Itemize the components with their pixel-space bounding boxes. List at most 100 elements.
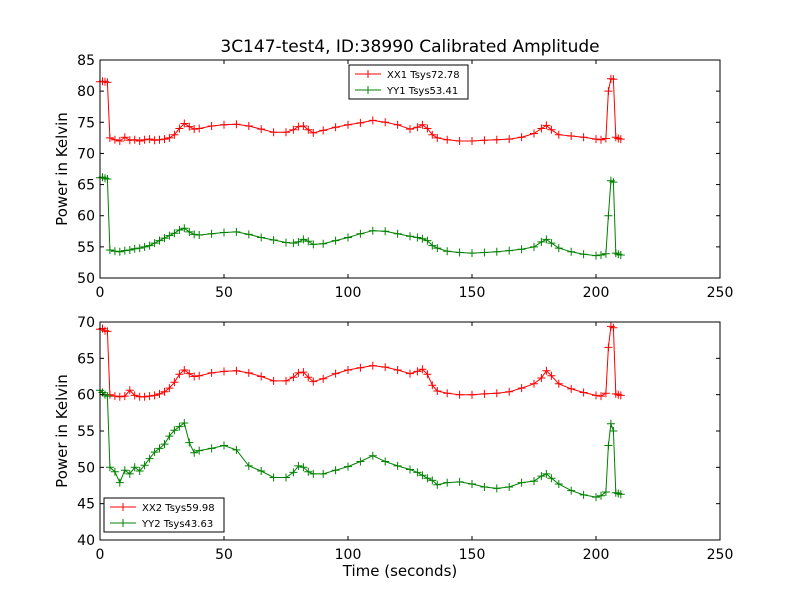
top-series-2-point <box>505 246 514 255</box>
bottom-series-1-point <box>542 366 551 375</box>
bottom-series-2-point <box>505 483 514 491</box>
top-series-2-point <box>597 251 605 259</box>
top-xtick-label: 0 <box>96 285 105 301</box>
top-series-1-point <box>115 137 124 145</box>
bottom-ytick-label: 70 <box>77 315 95 331</box>
bottom-series-2-point <box>579 490 588 499</box>
top-series-2-point <box>331 236 340 245</box>
bottom-series-2-point <box>381 457 390 466</box>
bottom-legend-label: XX2 Tsys59.98 <box>142 503 215 514</box>
top-series-2-point <box>103 175 112 183</box>
bottom-series-1-point <box>160 387 169 396</box>
bottom-series-1 <box>96 322 625 401</box>
top-series-1-point <box>140 135 149 144</box>
bottom-series-1-point <box>443 389 452 398</box>
top-series-1-point <box>331 123 340 132</box>
top-ytick-label: 75 <box>77 115 95 131</box>
bottom-series-1-point <box>537 374 546 382</box>
bottom-series-1-point <box>115 392 124 401</box>
top-series-2-point <box>105 246 114 254</box>
top-series-2-point <box>455 248 464 257</box>
top-series-2-point <box>289 239 298 248</box>
top-series-1-point <box>175 124 184 133</box>
bottom-series-1-point <box>423 370 432 379</box>
top-series-2-point <box>125 246 134 254</box>
top-series-2-point <box>115 247 124 256</box>
bottom-series-2-point <box>331 466 340 475</box>
bottom-series-1-point <box>294 368 303 377</box>
top-ylabel: Power in Kelvin <box>53 112 71 226</box>
top-series-1-point <box>468 137 476 145</box>
top-series-2-point <box>393 229 402 238</box>
bottom-series-2-point <box>160 440 169 449</box>
bottom-series-2-point <box>406 465 414 474</box>
bottom-series-1-point <box>567 384 576 393</box>
bottom-series-1-point <box>282 376 290 385</box>
bottom-series-1-point <box>170 378 179 387</box>
top-series-1-point <box>601 134 610 143</box>
bottom-ytick-label: 65 <box>77 351 95 367</box>
bottom-series-2 <box>96 386 625 502</box>
bottom-legend: XX2 Tsys59.98 YY2 Tsys43.63 <box>103 497 225 533</box>
bottom-xtick-label: 150 <box>459 547 486 563</box>
top-xtick-label: 200 <box>583 285 610 301</box>
top-series-2-point <box>443 247 452 256</box>
top-xtick-label: 250 <box>707 285 734 301</box>
bottom-series-1-point <box>517 384 526 393</box>
bottom-legend-marker <box>119 503 127 511</box>
bottom-series-1-point <box>505 387 514 396</box>
top-series-1-point <box>592 135 600 144</box>
top-series-1-point <box>547 125 556 134</box>
top-series-1-point <box>579 133 588 142</box>
top-series-2-point <box>609 178 618 187</box>
top-series-2-point <box>616 251 625 259</box>
bottom-series-1-point <box>190 372 199 381</box>
top-series-2-point <box>190 230 199 239</box>
top-series-1-point <box>609 75 618 84</box>
bottom-xtick-label: 250 <box>707 547 734 563</box>
top-ytick-label: 60 <box>77 209 95 225</box>
bottom-plot-panel: 0 50 100 150 200 250 40 45 50 55 60 65 70 Power in Ke… <box>53 315 733 580</box>
bottom-legend-marker <box>119 519 127 527</box>
top-series-2-point <box>170 229 179 238</box>
bottom-series-2-point <box>537 472 546 481</box>
top-series-2-point <box>207 229 216 238</box>
bottom-series-1-point <box>309 377 318 386</box>
bottom-series-1-point <box>344 366 352 374</box>
bottom-series-1-point <box>554 379 563 388</box>
bottom-series-2-point <box>319 469 328 478</box>
top-series-1-point <box>604 87 613 96</box>
top-series-2-point <box>140 242 149 251</box>
top-series-2-point <box>592 251 600 260</box>
bottom-series-2-point <box>294 461 303 470</box>
top-series-2-point <box>257 233 266 242</box>
bottom-series-1-point <box>110 392 119 401</box>
top-series-2-point <box>604 211 613 220</box>
top-series-1-point <box>130 135 139 144</box>
bottom-ytick-label: 45 <box>77 497 95 513</box>
bottom-legend-box <box>103 497 225 533</box>
top-xtick-label: 150 <box>459 285 486 301</box>
top-series-1-point <box>567 132 576 140</box>
top-series-1-point <box>294 122 303 131</box>
bottom-series-2-point <box>244 461 253 470</box>
bottom-series-2-point <box>150 448 159 457</box>
bottom-ylabel: Power in Kelvin <box>53 374 71 488</box>
top-series-1-point <box>413 123 422 132</box>
bottom-series-1-point <box>368 361 377 370</box>
top-series-2-point <box>428 241 437 250</box>
bottom-series-2-point <box>592 493 600 502</box>
bottom-xtick-label: 100 <box>335 547 362 563</box>
top-ytick-label: 85 <box>77 53 95 69</box>
top-series-1-point <box>530 129 538 138</box>
bottom-series-2-point <box>423 474 432 483</box>
bottom-series-1-point <box>433 387 442 395</box>
top-series-2-point <box>145 241 154 250</box>
bottom-series-1-point <box>601 389 610 398</box>
bottom-series-2-point <box>492 484 501 493</box>
bottom-series-2-point <box>455 477 464 486</box>
top-series-1-point <box>135 137 144 145</box>
top-series-1-point <box>505 135 514 144</box>
bottom-series-1-point <box>530 379 538 388</box>
bottom-series-1-point <box>155 389 164 398</box>
